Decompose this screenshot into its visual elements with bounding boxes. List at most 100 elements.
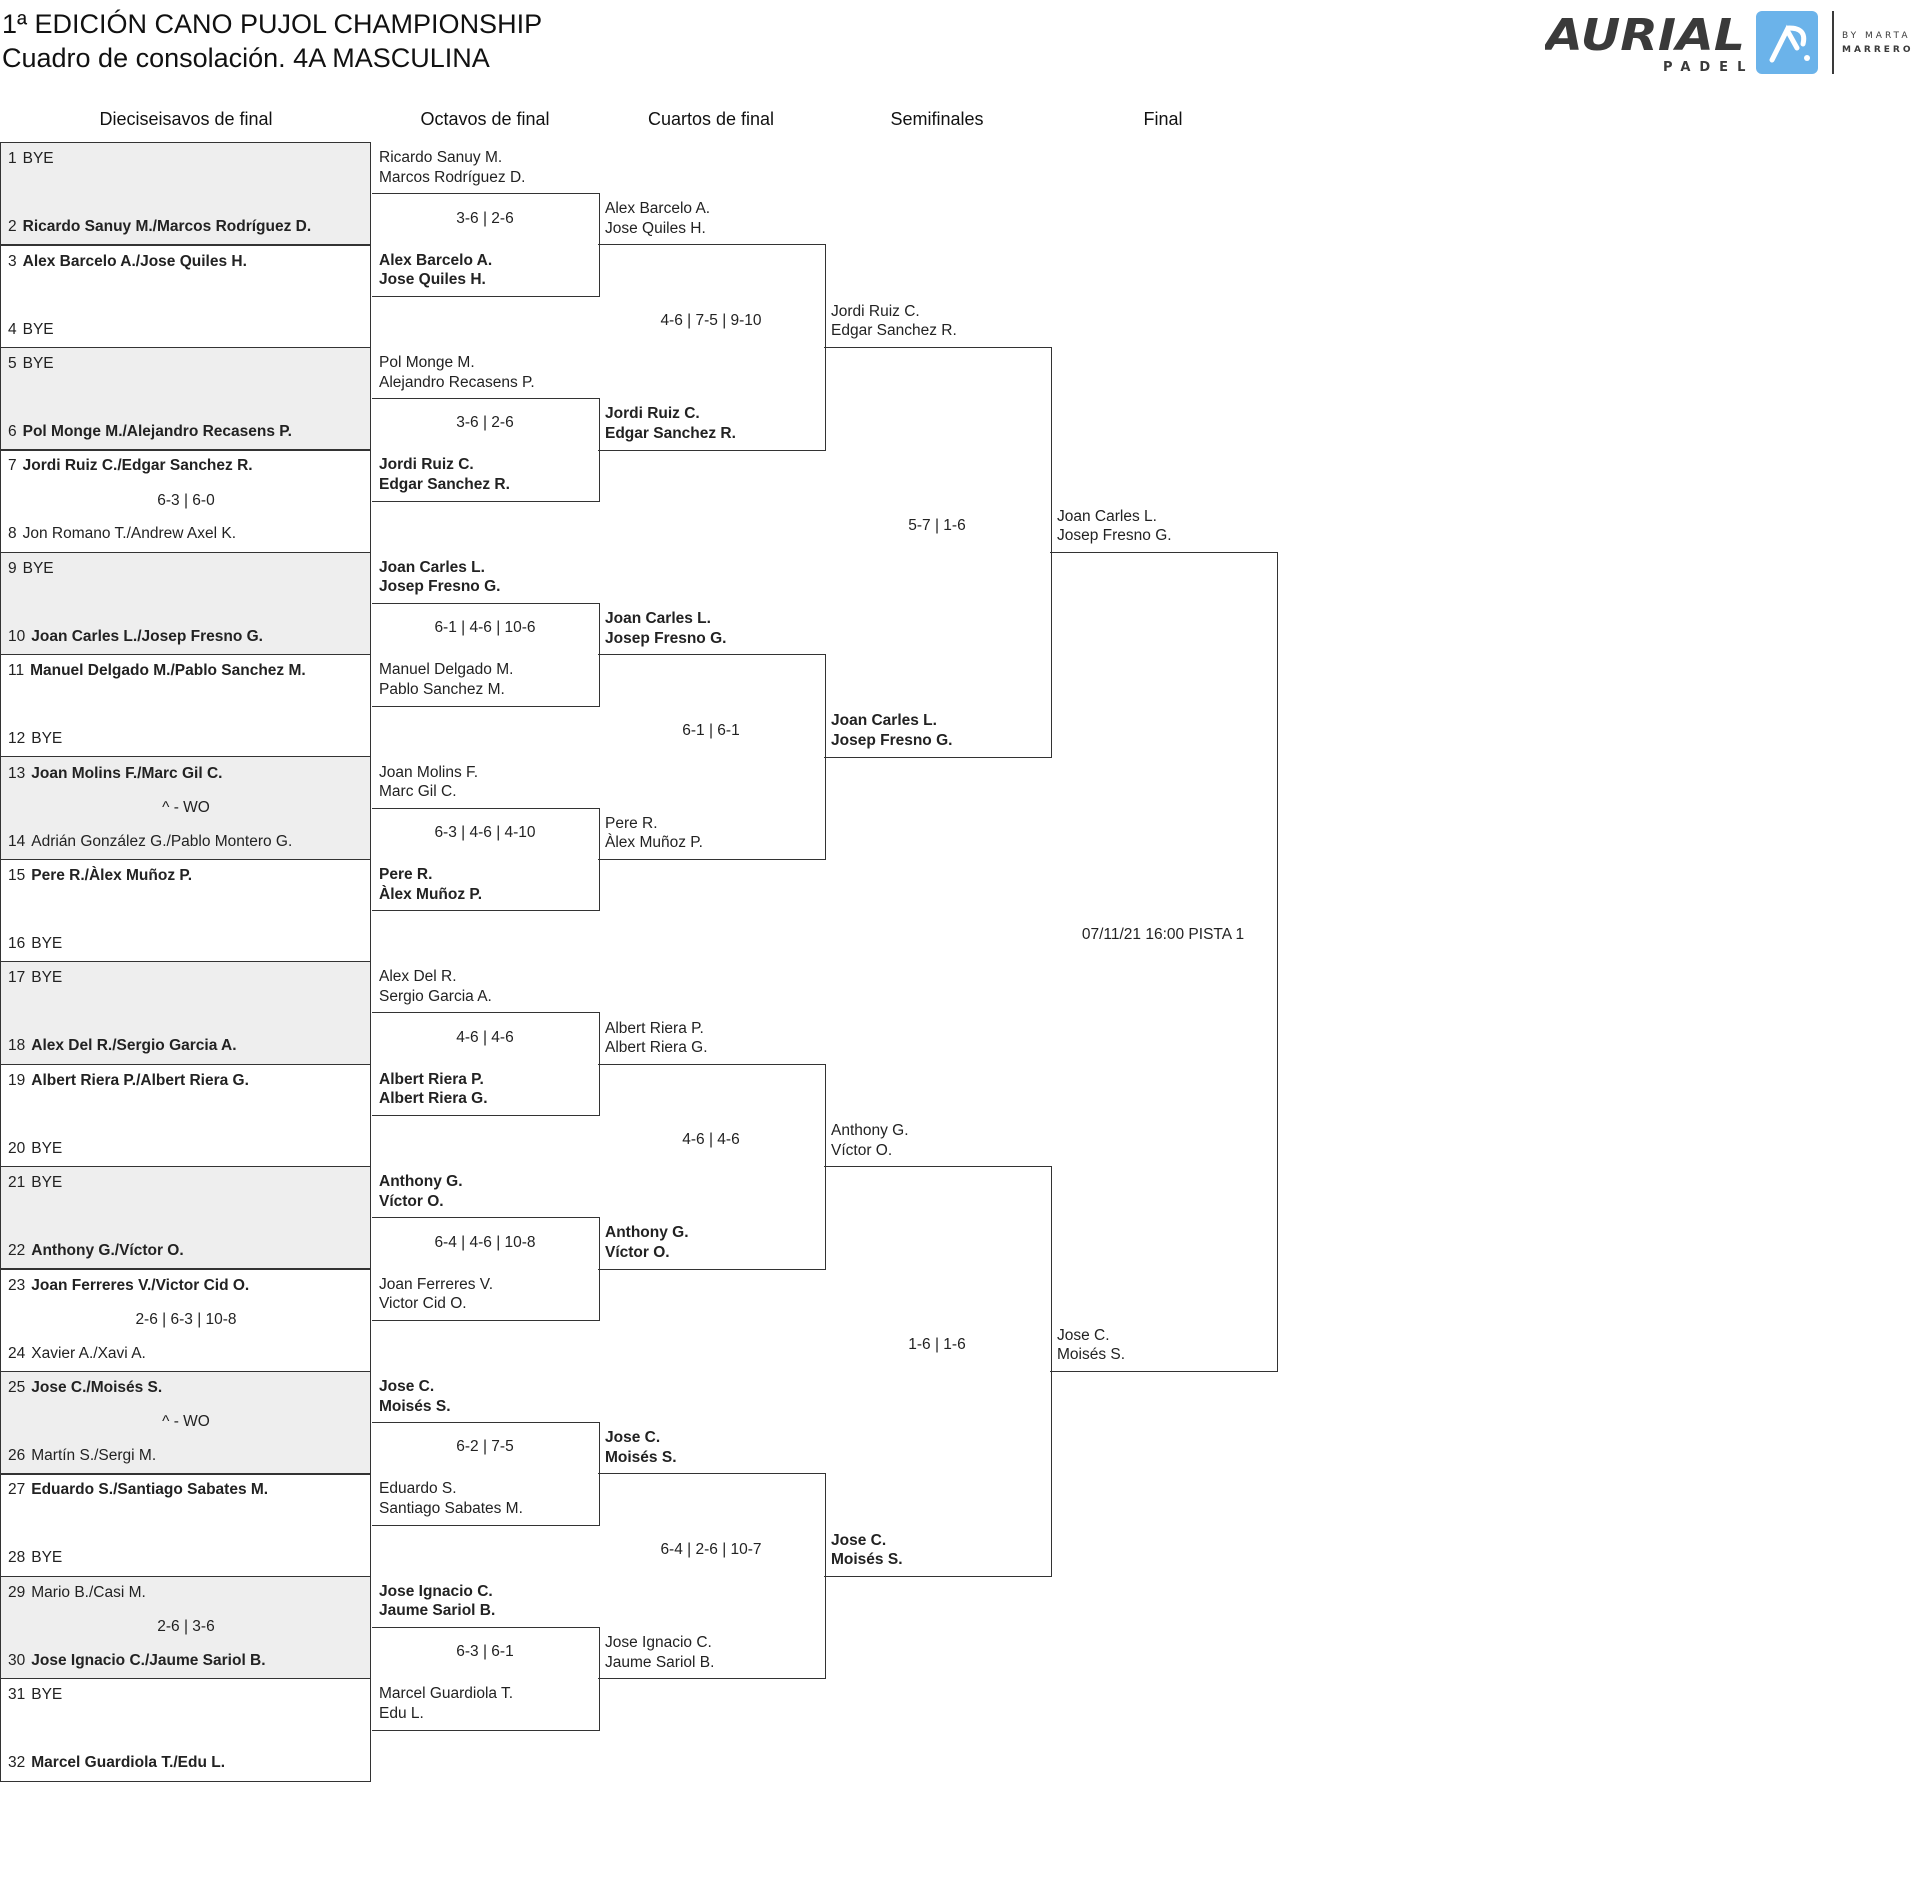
- player-name: Joan Carles L.: [605, 610, 711, 627]
- seed-number: 3: [8, 252, 17, 270]
- team-name: Manuel Delgado M./Pablo Sanchez M.: [30, 662, 306, 680]
- player-name: Anthony G.: [831, 1122, 909, 1139]
- team-entry: 24 Xavier A./Xavi A.: [8, 1344, 146, 1364]
- player-name: Jose Quiles H.: [379, 271, 486, 289]
- player-name: Jose Ignacio C.: [605, 1634, 712, 1651]
- player-name: Joan Carles L.: [1057, 507, 1157, 525]
- seed-number: 17: [8, 969, 26, 987]
- match-score: 3-6 | 2-6: [456, 209, 514, 227]
- player-name: Edgar Sanchez R.: [605, 424, 736, 442]
- seed-number: 8: [8, 525, 17, 543]
- seed-number: 12: [8, 730, 26, 748]
- team-entry: 6 Pol Monge M./Alejandro Recasens P.: [8, 422, 292, 442]
- team-name: Jordi Ruiz C./Edgar Sanchez R.: [22, 457, 253, 475]
- seed-number: 28: [8, 1549, 26, 1567]
- team-entry: 19 Albert Riera P./Albert Riera G.: [8, 1071, 249, 1091]
- svg-text:AURIAL: AURIAL: [1545, 10, 1745, 61]
- team-name: Joan Ferreres V./Victor Cid O.: [31, 1276, 250, 1294]
- match-score: 6-1 | 6-1: [682, 721, 740, 739]
- team-entry: 31 BYE: [8, 1685, 62, 1705]
- team-name: Jon Romano T./Andrew Axel K.: [22, 525, 237, 543]
- team-name: BYE: [22, 320, 54, 338]
- round-header-4: Semifinales: [890, 109, 984, 129]
- team-name: BYE: [31, 1139, 63, 1157]
- svg-text:PADEL: PADEL: [1663, 60, 1754, 75]
- player-name: Jose C.: [605, 1429, 661, 1447]
- match-box: [0, 961, 371, 1066]
- match-score: 6-2 | 7-5: [456, 1438, 514, 1456]
- team-entry: 18 Alex Del R./Sergio Garcia A.: [8, 1036, 237, 1056]
- match-score: 4-6 | 7-5 | 9-10: [660, 312, 762, 330]
- player-name: Joan Carles L.: [831, 712, 937, 730]
- svg-text:MARRERO: MARRERO: [1842, 45, 1914, 55]
- player-name: Jose Quiles H.: [605, 219, 706, 237]
- player-name: Santiago Sabates M.: [379, 1499, 523, 1517]
- seed-number: 6: [8, 422, 17, 440]
- team-name: Albert Riera P./Albert Riera G.: [31, 1071, 249, 1089]
- seed-number: 25: [8, 1379, 26, 1397]
- match-box: [0, 1575, 371, 1680]
- player-name: Pere R.: [605, 814, 658, 832]
- team-entry: 22 Anthony G./Víctor O.: [8, 1241, 184, 1261]
- match-score: ^ - WO: [162, 1413, 210, 1431]
- page-subtitle: Cuadro de consolación. 4A MASCULINA: [2, 43, 490, 73]
- team-entry: 20 BYE: [8, 1139, 62, 1159]
- round-header-5: Final: [1143, 109, 1183, 129]
- seed-number: 13: [8, 764, 26, 782]
- aurial-padel-logo: AURIAL PADEL BY MARTA MARRERO: [1542, 8, 1920, 78]
- player-name: Manuel Delgado M.: [379, 661, 514, 679]
- seed-number: 22: [8, 1242, 26, 1260]
- seed-number: 5: [8, 355, 17, 373]
- team-entry: 1 BYE: [8, 149, 54, 169]
- player-name: Pablo Sanchez M.: [379, 680, 505, 698]
- match-score: 2-6 | 6-3 | 10-8: [135, 1310, 237, 1328]
- match-score: 4-6 | 4-6: [682, 1131, 740, 1149]
- seed-number: 20: [8, 1139, 26, 1157]
- player-name: Joan Carles L.: [379, 558, 485, 576]
- player-name: Josep Fresno G.: [379, 578, 501, 596]
- team-name: Pol Monge M./Alejandro Recasens P.: [22, 422, 292, 440]
- player-name: Jordi Ruiz C.: [379, 456, 474, 474]
- seed-number: 10: [8, 627, 26, 645]
- seed-number: 27: [8, 1481, 26, 1499]
- player-name: Moisés S.: [1057, 1346, 1126, 1364]
- player-name: Edgar Sanchez R.: [379, 475, 510, 493]
- team-name: Alex Barcelo A./Jose Quiles H.: [22, 252, 247, 270]
- seed-number: 29: [8, 1583, 26, 1601]
- player-name: Josep Fresno G.: [831, 731, 953, 749]
- team-entry: 9 BYE: [8, 559, 54, 579]
- player-name: Josep Fresno G.: [605, 629, 727, 647]
- team-entry: 27 Eduardo S./Santiago Sabates M.: [8, 1480, 268, 1500]
- player-name: Pol Monge M.: [379, 354, 475, 371]
- team-entry: 5 BYE: [8, 354, 54, 374]
- svg-text:BY MARTA: BY MARTA: [1842, 31, 1911, 41]
- team-name: BYE: [31, 730, 63, 748]
- seed-number: 30: [8, 1651, 26, 1669]
- team-entry: 21 BYE: [8, 1173, 62, 1193]
- team-name: Joan Carles L./Josep Fresno G.: [31, 627, 263, 645]
- match-score: ^ - WO: [162, 798, 210, 816]
- team-name: Jose C./Moisés S.: [31, 1379, 163, 1397]
- match-score: 6-3 | 6-0: [157, 491, 215, 509]
- player-name: Moisés S.: [605, 1448, 677, 1466]
- player-name: Marcos Rodríguez D.: [379, 168, 526, 186]
- match-box: [0, 551, 371, 656]
- match-score: 2-6 | 3-6: [157, 1618, 215, 1636]
- match-box: [0, 142, 371, 246]
- team-name: BYE: [22, 559, 54, 577]
- team-name: Anthony G./Víctor O.: [31, 1242, 184, 1260]
- player-name: Albert Riera P.: [379, 1070, 484, 1088]
- player-name: Anthony G.: [605, 1224, 689, 1242]
- team-name: Ricardo Sanuy M./Marcos Rodríguez D.: [22, 218, 312, 236]
- team-name: Martín S./Sergi M.: [31, 1446, 157, 1464]
- team-entry: 30 Jose Ignacio C./Jaume Sariol B.: [8, 1651, 266, 1671]
- match-box: [0, 1166, 371, 1270]
- team-entry: 3 Alex Barcelo A./Jose Quiles H.: [8, 252, 247, 272]
- player-name: Albert Riera G.: [605, 1039, 708, 1057]
- match-score: 4-6 | 4-6: [456, 1028, 514, 1046]
- seed-number: 16: [8, 934, 26, 952]
- team-name: Eduardo S./Santiago Sabates M.: [31, 1481, 269, 1499]
- player-name: Pere R.: [379, 866, 433, 883]
- player-name: Jose Ignacio C.: [379, 1582, 493, 1600]
- player-name: Jordi Ruiz C.: [831, 302, 920, 320]
